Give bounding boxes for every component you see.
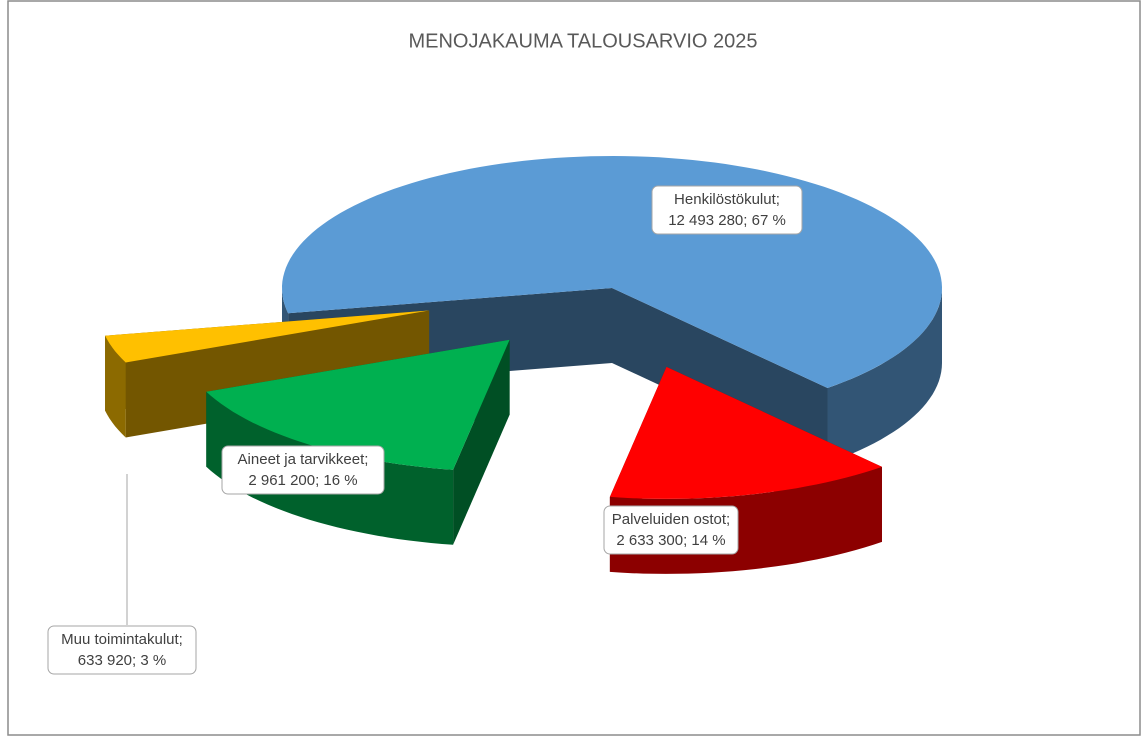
- data-label-value: 2 633 300; 14 %: [616, 532, 725, 549]
- data-label-value: 12 493 280; 67 %: [668, 212, 786, 229]
- slice-wall: [827, 288, 942, 463]
- chart-title: MENOJAKAUMA TALOUSARVIO 2025: [408, 30, 757, 52]
- slice-wall: [105, 335, 126, 438]
- data-label-box: [221, 445, 385, 495]
- data-label-box: [47, 625, 197, 675]
- data-label-name: Aineet ja tarvikkeet;: [238, 451, 369, 468]
- data-label-value: 633 920; 3 %: [78, 652, 166, 669]
- data-label-box: [651, 185, 803, 235]
- slice-side: [453, 339, 510, 545]
- slice-top: [609, 366, 882, 499]
- data-label-name: Muu toimintakulut;: [61, 631, 183, 648]
- data-label-name: Henkilöstökulut;: [674, 191, 780, 208]
- slice-top: [206, 339, 510, 470]
- data-label-name: Palveluiden ostot;: [612, 511, 730, 528]
- data-label-value: 2 961 200; 16 %: [248, 472, 357, 489]
- slice-top: [105, 310, 430, 363]
- data-label-box: [603, 505, 739, 555]
- slice-side: [125, 310, 430, 438]
